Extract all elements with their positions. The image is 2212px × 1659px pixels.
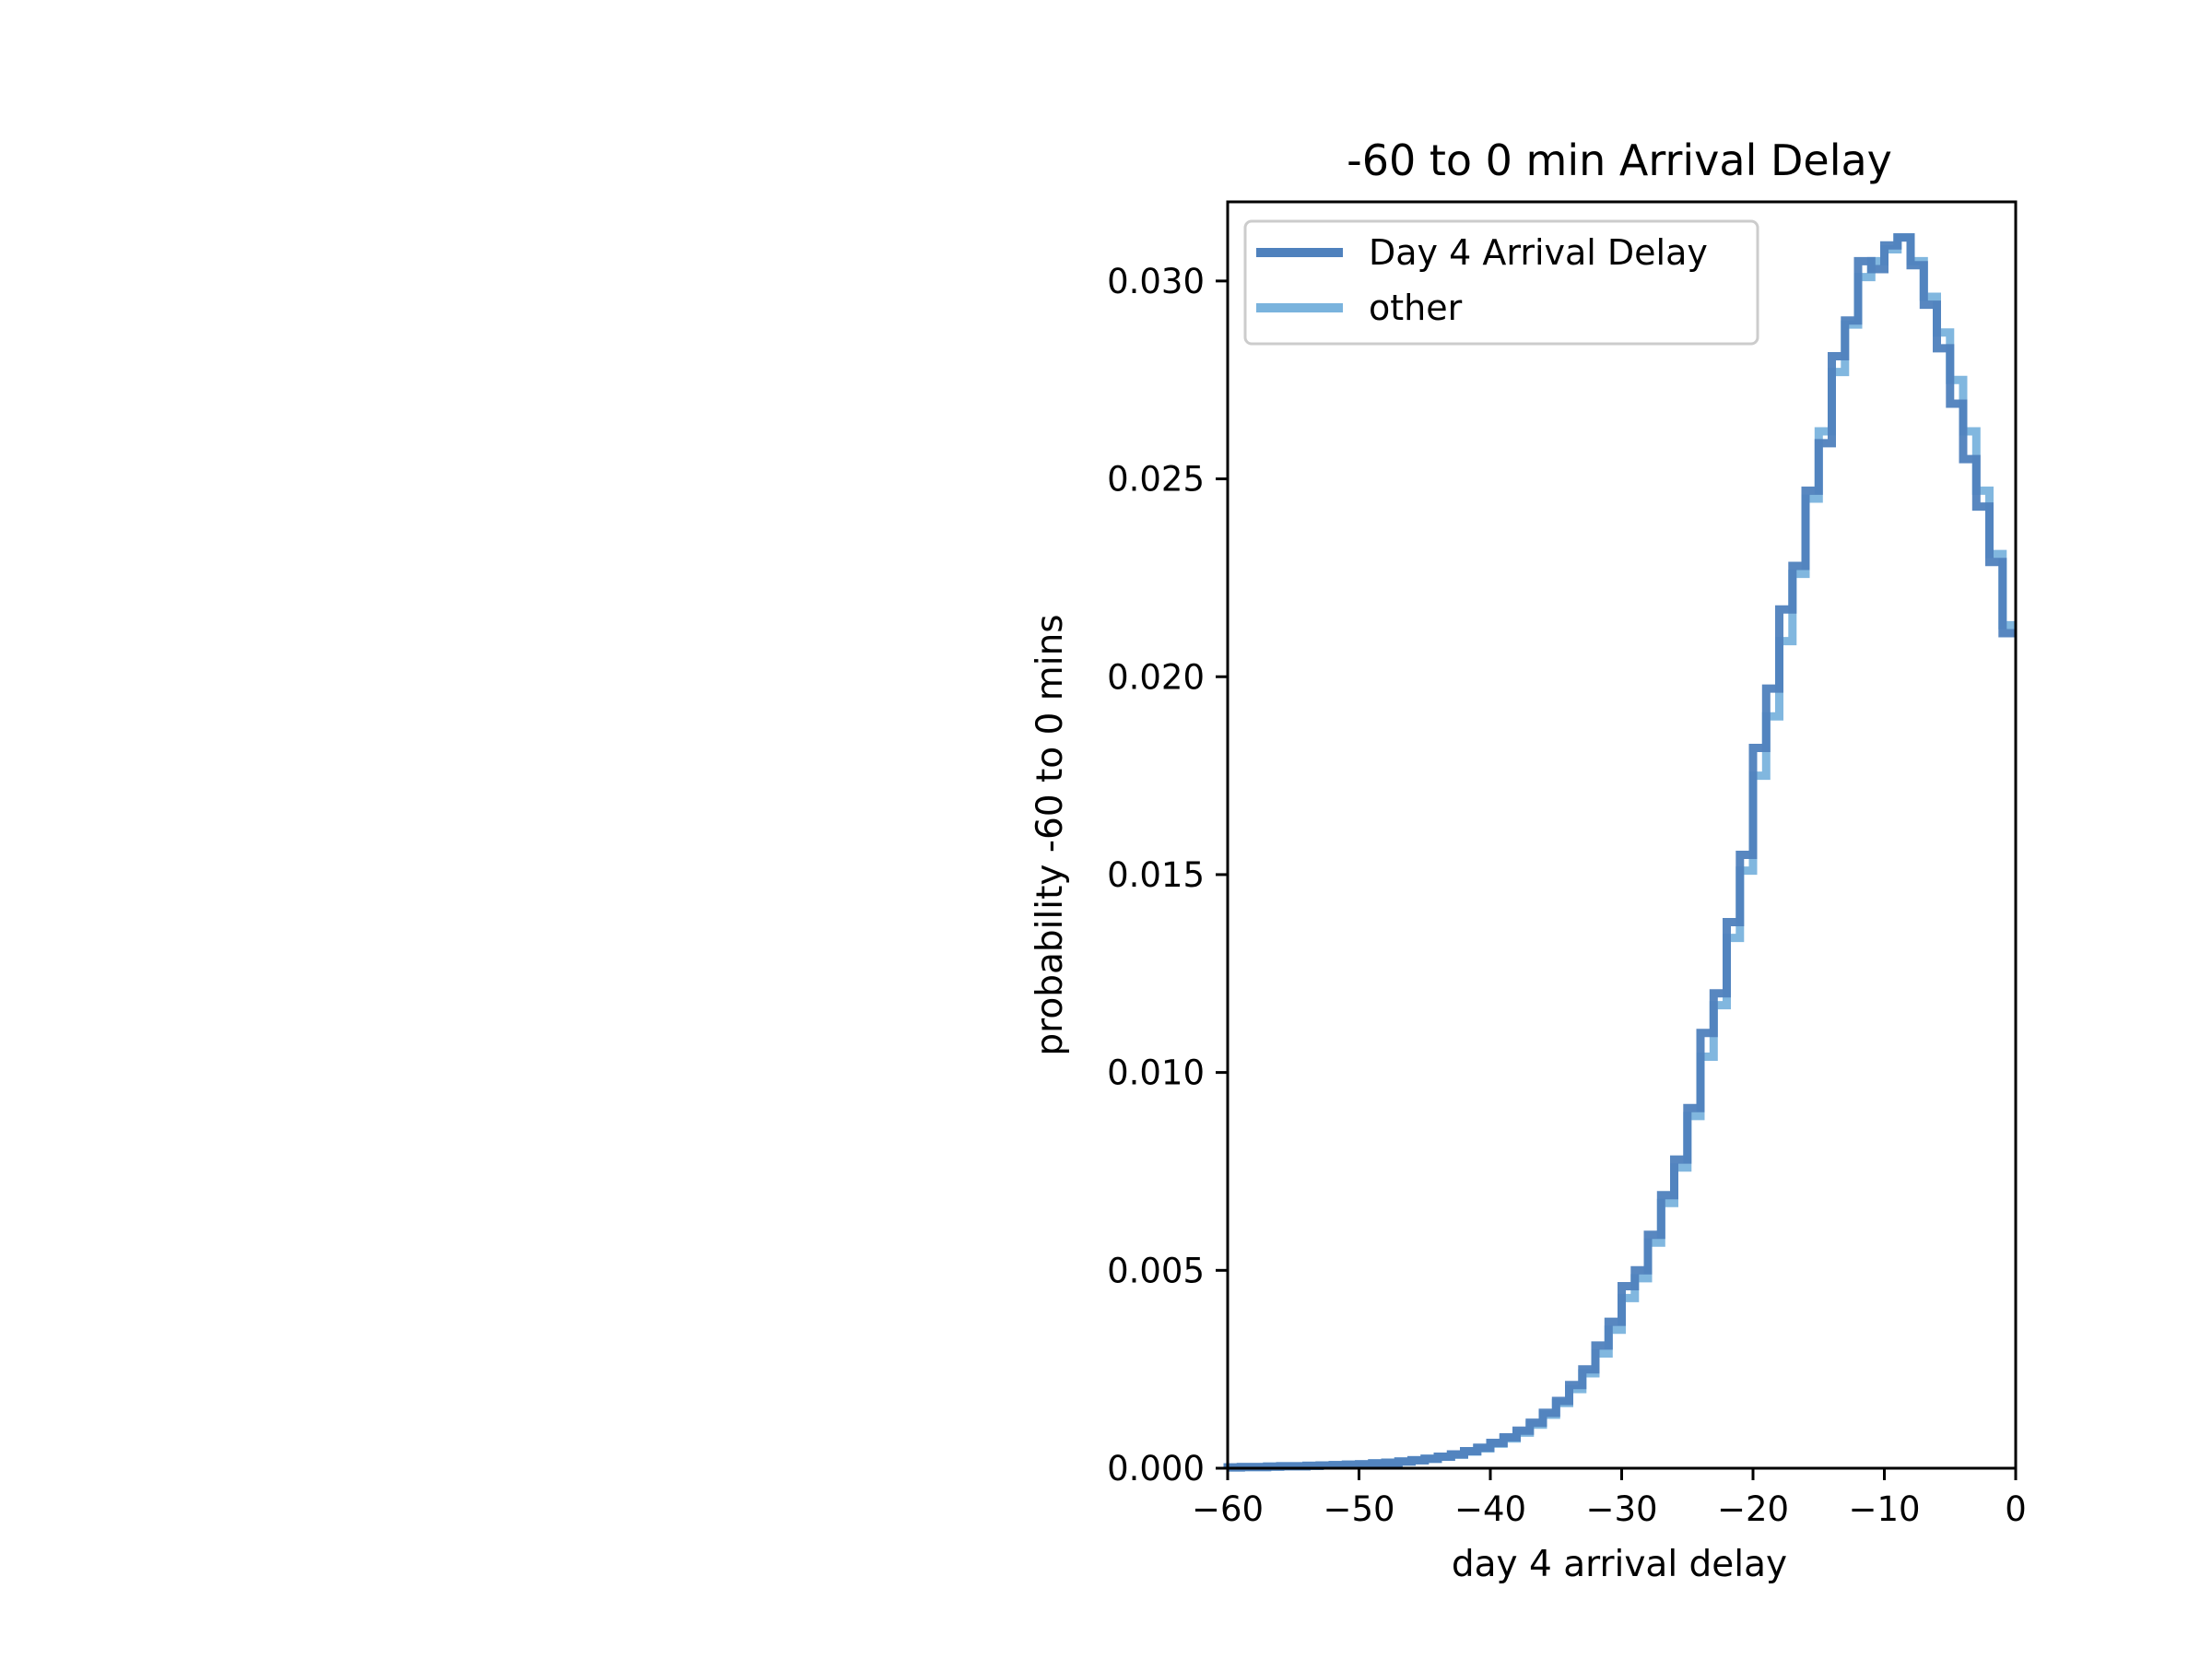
y-tick-label: 0.005 bbox=[1107, 1251, 1205, 1290]
y-tick-label: 0.020 bbox=[1107, 657, 1205, 697]
y-tick-label: 0.025 bbox=[1107, 460, 1205, 500]
series-day4-line bbox=[1223, 233, 2016, 1472]
y-tick-label: 0.030 bbox=[1107, 262, 1205, 301]
x-tick-label: −40 bbox=[1454, 1489, 1526, 1529]
x-tick-label: 0 bbox=[2005, 1489, 2027, 1529]
legend-box bbox=[1243, 219, 1759, 346]
x-tick-label: −20 bbox=[1717, 1489, 1789, 1529]
y-tick-label: 0.015 bbox=[1107, 855, 1205, 895]
x-axis: −60 −50 −40 −30 −20 −10 0 bbox=[1192, 1468, 2027, 1529]
legend: Day 4 Arrival Delay other bbox=[1243, 219, 1759, 346]
y-tick-label: 0.010 bbox=[1107, 1053, 1205, 1093]
y-axis: 0.000 0.005 0.010 0.015 0.020 0.025 0.030 bbox=[1107, 262, 1228, 1488]
legend-label-day4: Day 4 Arrival Delay bbox=[1369, 232, 1708, 273]
x-tick-label: −50 bbox=[1323, 1489, 1394, 1529]
x-tick-label: −10 bbox=[1848, 1489, 1920, 1529]
x-tick-label: −30 bbox=[1585, 1489, 1657, 1529]
y-axis-label: probability -60 to 0 mins bbox=[1030, 614, 1071, 1055]
legend-label-other: other bbox=[1369, 288, 1463, 328]
y-tick-label: 0.000 bbox=[1107, 1449, 1205, 1488]
x-tick-label: −60 bbox=[1192, 1489, 1264, 1529]
chart-title: -60 to 0 min Arrival Delay bbox=[1347, 135, 1892, 185]
plot-series bbox=[1223, 233, 2016, 1472]
x-axis-label: day 4 arrival delay bbox=[1452, 1544, 1787, 1585]
